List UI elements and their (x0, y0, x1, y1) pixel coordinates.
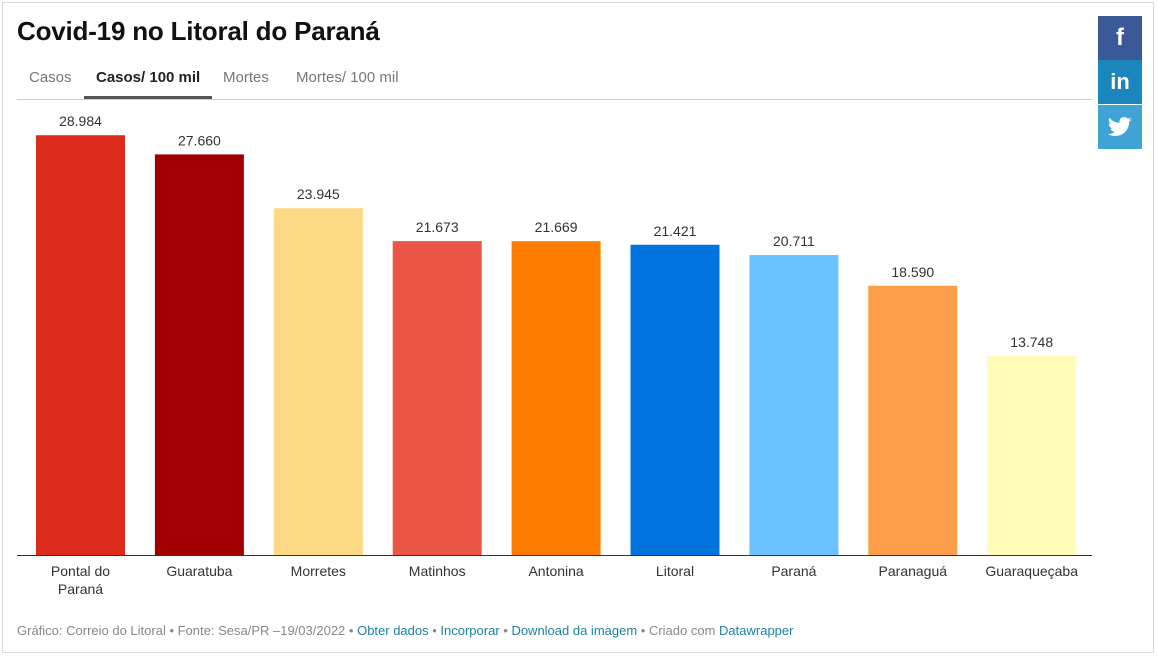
twitter-icon (1108, 117, 1132, 136)
category-label-8: Guaraqueçaba (985, 563, 1078, 579)
bar-7[interactable] (868, 285, 958, 555)
category-label-2: Morretes (291, 563, 346, 579)
footer-credit: Gráfico: Correio do Litoral • Fonte: Ses… (17, 623, 358, 638)
category-label-7: Paranaguá (879, 563, 948, 579)
tab-casos-100-mil[interactable]: Casos/ 100 mil (84, 58, 213, 99)
linkedin-share-button[interactable]: in (1098, 60, 1142, 104)
bar-chart: 28.984 Pontal do Paraná 27.660 Guaratuba 23.9… (17, 113, 1092, 597)
value-label-1: 27.660 (178, 132, 221, 148)
facebook-icon: f (1116, 24, 1124, 51)
footer-created-with: • Criado com (637, 623, 720, 638)
bar-1[interactable] (154, 154, 244, 555)
category-label-4: Antonina (528, 563, 583, 579)
bar-0[interactable] (36, 135, 125, 555)
tab-casos[interactable]: Casos (29, 69, 72, 86)
category-label-6: Paraná (771, 563, 816, 579)
value-label-8: 13.748 (1010, 334, 1053, 350)
download-image-link[interactable]: Download da imagem (511, 623, 638, 638)
bar-6[interactable] (749, 255, 839, 555)
category-label-1: Guaratuba (166, 563, 232, 579)
embed-link[interactable]: Incorporar (440, 623, 500, 638)
facebook-share-button[interactable]: f (1098, 16, 1142, 60)
datawrapper-link[interactable]: Datawrapper (719, 623, 794, 638)
footer-separator: • (499, 623, 512, 638)
value-label-3: 21.673 (416, 219, 459, 235)
value-label-5: 21.421 (654, 223, 697, 239)
tab-mortes-100-mil[interactable]: Mortes/ 100 mil (296, 69, 399, 86)
linkedin-icon: in (1110, 69, 1130, 94)
category-label-3: Matinhos (409, 563, 466, 579)
bar-8[interactable] (987, 355, 1077, 555)
value-label-7: 18.590 (891, 264, 934, 280)
twitter-share-button[interactable] (1098, 105, 1142, 149)
footer-separator: • (428, 623, 441, 638)
value-label-2: 23.945 (297, 186, 340, 202)
value-label-6: 20.711 (773, 233, 815, 249)
tab-bar: Casos Casos/ 100 mil Mortes Mortes/ 100 … (17, 58, 1092, 100)
chart-title: Covid-19 no Litoral do Paraná (17, 16, 380, 46)
bar-4[interactable] (511, 241, 601, 556)
value-label-0: 28.984 (59, 113, 102, 129)
bar-3[interactable] (392, 241, 482, 555)
bar-2[interactable] (273, 208, 363, 556)
get-data-link[interactable]: Obter dados (357, 623, 429, 638)
bar-5[interactable] (630, 244, 720, 555)
tab-mortes[interactable]: Mortes (223, 69, 269, 86)
category-label-0: Pontal do Paraná (51, 563, 110, 597)
chart-footer: Gráfico: Correio do Litoral • Fonte: Ses… (17, 623, 793, 638)
value-label-4: 21.669 (535, 219, 578, 235)
category-label-5: Litoral (656, 563, 694, 579)
